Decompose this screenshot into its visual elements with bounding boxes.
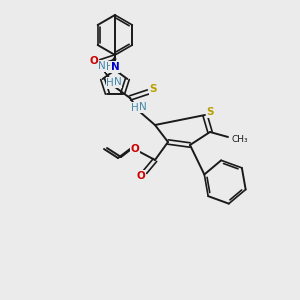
Text: N: N (111, 62, 119, 72)
Text: N: N (139, 102, 147, 112)
Text: H: H (106, 62, 114, 72)
Text: O: O (136, 171, 146, 181)
Text: H: H (131, 103, 139, 113)
Text: S: S (149, 84, 157, 94)
Text: CH₃: CH₃ (231, 136, 247, 145)
Text: H: H (106, 78, 114, 88)
Text: O: O (90, 56, 98, 66)
Text: N: N (114, 77, 122, 87)
Text: S: S (206, 107, 214, 117)
Text: O: O (130, 144, 140, 154)
Text: N: N (98, 61, 106, 71)
